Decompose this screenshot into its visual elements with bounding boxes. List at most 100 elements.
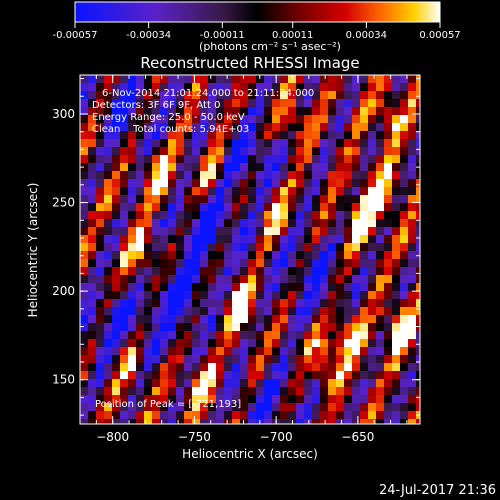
heatmap-cell (152, 187, 160, 195)
heatmap-cell (320, 187, 328, 195)
heatmap-cell (368, 171, 376, 179)
heatmap-cell (136, 171, 144, 179)
heatmap-cell (336, 259, 344, 267)
heatmap-cell (336, 355, 344, 363)
heatmap-cell (392, 115, 400, 123)
heatmap-cell (208, 171, 216, 179)
heatmap-cell (96, 195, 104, 203)
heatmap-cell (184, 267, 192, 275)
heatmap-cell (360, 99, 368, 107)
heatmap-cell (80, 131, 88, 139)
heatmap-cell (328, 419, 336, 424)
heatmap-cell (136, 323, 144, 331)
heatmap-cell (184, 139, 192, 147)
heatmap-cell (128, 259, 136, 267)
heatmap-cell (80, 259, 88, 267)
heatmap-cell (272, 363, 280, 371)
heatmap-cell (392, 411, 400, 419)
heatmap-cell (128, 323, 136, 331)
heatmap-cell (80, 387, 88, 395)
heatmap-cell (352, 219, 360, 227)
heatmap-cell (168, 155, 176, 163)
heatmap-cell (408, 243, 416, 251)
heatmap-cell (120, 195, 128, 203)
heatmap-cell (168, 163, 176, 171)
heatmap-cell (96, 355, 104, 363)
heatmap-cell (144, 75, 152, 83)
heatmap-cell (384, 419, 392, 424)
heatmap-cell (232, 139, 240, 147)
heatmap-cell (304, 291, 312, 299)
heatmap-cell (224, 235, 232, 243)
heatmap-cell (216, 355, 224, 363)
heatmap-cell (312, 339, 320, 347)
heatmap-cell (112, 275, 120, 283)
heatmap-cell (408, 147, 416, 155)
heatmap-cell (368, 139, 376, 147)
heatmap-cell (192, 419, 200, 424)
heatmap-cell (128, 83, 136, 91)
heatmap-cell (120, 187, 128, 195)
heatmap-cell (328, 259, 336, 267)
heatmap-cell (264, 419, 272, 424)
heatmap-cell (152, 107, 160, 115)
heatmap-cell (224, 403, 232, 411)
heatmap-cell (304, 395, 312, 403)
heatmap-cell (304, 83, 312, 91)
heatmap-cell (176, 411, 184, 419)
heatmap-cell (128, 275, 136, 283)
heatmap-cell (320, 379, 328, 387)
heatmap-cell (392, 171, 400, 179)
heatmap-cell (184, 347, 192, 355)
heatmap-cell (104, 395, 112, 403)
heatmap-cell (232, 363, 240, 371)
heatmap-cell (136, 411, 144, 419)
heatmap-cell (272, 299, 280, 307)
heatmap-cell (240, 211, 248, 219)
heatmap-cell (136, 395, 144, 403)
heatmap-cell (256, 307, 264, 315)
heatmap-cell (416, 267, 420, 275)
heatmap-cell (408, 99, 416, 107)
heatmap-cell (352, 83, 360, 91)
heatmap-cell (392, 107, 400, 115)
heatmap-cell (128, 291, 136, 299)
heatmap-cell (184, 411, 192, 419)
heatmap-cell (120, 235, 128, 243)
heatmap-cell (88, 243, 96, 251)
heatmap-cell (176, 187, 184, 195)
heatmap-cell (192, 179, 200, 187)
heatmap-cell (256, 371, 264, 379)
heatmap-cell (248, 195, 256, 203)
heatmap-cell (392, 179, 400, 187)
heatmap-cell (352, 179, 360, 187)
heatmap-cell (120, 251, 128, 259)
heatmap-cell (360, 179, 368, 187)
heatmap-cell (128, 339, 136, 347)
heatmap-cell (144, 171, 152, 179)
heatmap-cell (160, 211, 168, 219)
heatmap-cell (120, 267, 128, 275)
heatmap-cell (120, 203, 128, 211)
heatmap-cell (272, 219, 280, 227)
heatmap-cell (272, 107, 280, 115)
heatmap-cell (416, 355, 420, 363)
heatmap (80, 75, 420, 424)
heatmap-cell (312, 195, 320, 203)
heatmap-cell (232, 83, 240, 91)
heatmap-cell (376, 363, 384, 371)
heatmap-cell (224, 75, 232, 83)
heatmap-cell (208, 411, 216, 419)
heatmap-cell (328, 395, 336, 403)
heatmap-cell (272, 347, 280, 355)
heatmap-cell (296, 227, 304, 235)
heatmap-cell (328, 107, 336, 115)
heatmap-cell (296, 307, 304, 315)
heatmap-cell (240, 291, 248, 299)
heatmap-cell (296, 331, 304, 339)
heatmap-cell (320, 155, 328, 163)
heatmap-cell (344, 139, 352, 147)
heatmap-cell (152, 171, 160, 179)
heatmap-cell (384, 395, 392, 403)
